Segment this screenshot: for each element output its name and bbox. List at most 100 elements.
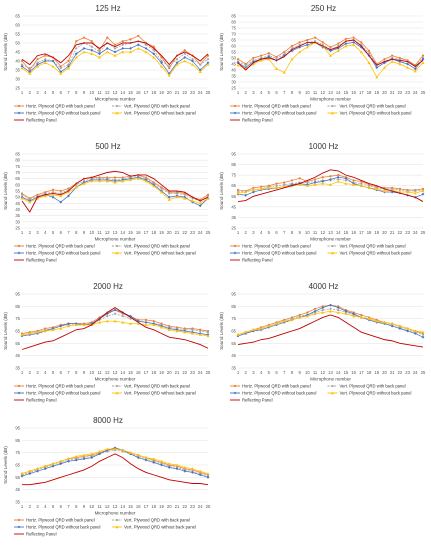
point-vert_without [98, 449, 101, 453]
point-vert_without [313, 183, 317, 186]
point-hortz_with [383, 58, 386, 61]
point-hortz_without [67, 459, 70, 463]
point-vert_without [367, 317, 371, 320]
point-vert_without [144, 50, 148, 54]
x-tick-label: 4 [44, 230, 47, 235]
point-vert_with [398, 188, 401, 192]
point-vert_without [298, 315, 302, 319]
point-vert_without [321, 311, 325, 314]
point-hortz_with [236, 188, 240, 192]
point-vert_without [406, 327, 410, 330]
legend-marker [115, 251, 119, 255]
x-tick-label: 13 [113, 230, 118, 235]
point-hortz_without [421, 335, 425, 339]
y-tick-label: 25 [231, 226, 236, 231]
point-hortz_without [244, 193, 248, 197]
point-vert_with [183, 193, 186, 196]
x-tick-label: 22 [398, 230, 403, 235]
point-hortz_without [252, 329, 255, 333]
point-vert_without [43, 464, 47, 468]
y-tick-label: 75 [231, 26, 236, 31]
y-tick-label: 30 [15, 219, 20, 224]
point-vert_without [206, 334, 210, 338]
point-hortz_without [282, 54, 286, 57]
point-vert_without [51, 462, 55, 465]
y-tick-label: 65 [15, 463, 20, 468]
point-vert_without [251, 62, 255, 66]
point-hortz_with [283, 181, 286, 184]
x-tick-label: 9 [298, 90, 301, 95]
x-tick-label: 22 [398, 90, 403, 95]
point-hortz_without [421, 192, 425, 196]
point-hortz_without [329, 303, 332, 307]
point-hortz_with [28, 68, 31, 72]
point-vert_without [167, 198, 171, 201]
point-hortz_without [390, 324, 394, 328]
point-vert_without [160, 325, 163, 329]
point-hortz_without [352, 41, 356, 44]
x-axis-label: Microphone number [95, 237, 136, 242]
point-vert_without [28, 72, 32, 75]
point-vert_with [398, 58, 401, 61]
point-hortz_without [152, 52, 156, 56]
point-vert_without [275, 322, 279, 325]
point-vert_without [20, 472, 24, 475]
legend-label: Hortz. Plywood QRD without back panel [26, 391, 101, 396]
point-vert_with [283, 183, 286, 186]
y-tick-label: 55 [231, 194, 236, 199]
x-tick-label: 25 [421, 370, 426, 375]
y-tick-label: 95 [15, 292, 20, 297]
point-vert_without [90, 52, 94, 55]
x-tick-label: 3 [36, 90, 39, 95]
point-hortz_without [191, 200, 194, 204]
x-tick-label: 7 [67, 370, 70, 375]
point-hortz_with [321, 41, 324, 44]
y-tick-label: 85 [15, 152, 20, 157]
point-hortz_without [198, 473, 202, 477]
point-vert_without [290, 318, 294, 322]
y-tick-label: 30 [15, 77, 20, 82]
point-vert_without [367, 186, 371, 190]
y-axis-label: Sound Levels (dB) [3, 446, 8, 484]
point-hortz_without [43, 467, 47, 471]
legend-marker [233, 244, 237, 248]
x-tick-label: 8 [75, 230, 78, 235]
x-tick-label: 21 [175, 370, 180, 375]
point-hortz_with [252, 186, 255, 189]
point-vert_with [20, 193, 24, 196]
x-tick-label: 17 [359, 230, 364, 235]
point-vert_without [298, 50, 302, 54]
y-tick-label: 80 [15, 158, 20, 163]
legend-label: Vert. Plywood QRD without back panel [124, 525, 196, 530]
series-line-vert_without [21, 320, 209, 337]
point-vert_without [121, 50, 125, 54]
point-vert_without [298, 183, 302, 186]
point-vert_without [421, 61, 425, 64]
x-tick-label: 20 [167, 90, 172, 95]
x-tick-label: 16 [351, 370, 356, 375]
x-tick-label: 10 [89, 230, 94, 235]
point-hortz_without [74, 458, 78, 462]
point-vert_with [275, 184, 278, 187]
point-vert_without [121, 179, 125, 183]
legend-marker [17, 104, 21, 108]
point-hortz_without [98, 52, 101, 56]
point-hortz_without [82, 47, 86, 50]
point-hortz_with [283, 50, 286, 54]
point-vert_without [144, 323, 148, 327]
point-vert_without [406, 66, 410, 69]
x-tick-label: 10 [305, 230, 310, 235]
point-vert_without [421, 189, 425, 193]
point-vert_without [20, 196, 24, 200]
x-tick-label: 15 [128, 90, 133, 95]
x-tick-label: 18 [367, 230, 372, 235]
point-vert_with [160, 187, 163, 190]
x-tick-label: 11 [97, 504, 102, 509]
x-tick-label: 6 [275, 370, 278, 375]
y-tick-label: 40 [15, 207, 20, 212]
point-vert_without [290, 57, 294, 61]
point-vert_without [59, 327, 63, 330]
x-tick-label: 16 [351, 90, 356, 95]
